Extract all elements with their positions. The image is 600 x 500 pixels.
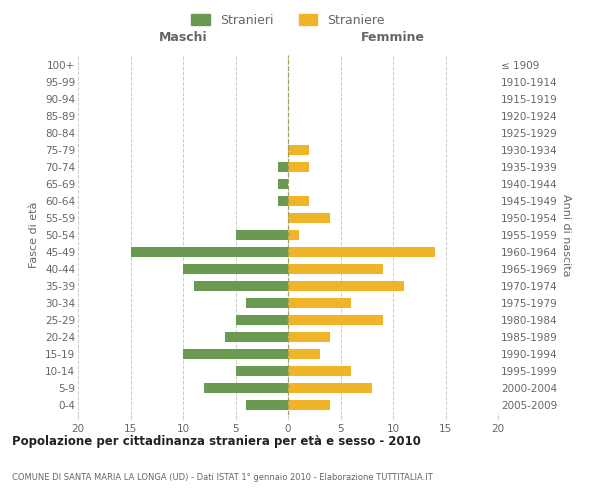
Bar (183, 348, 288, 359)
Bar (288, 246, 435, 257)
Bar (288, 298, 351, 308)
Bar (288, 332, 330, 342)
Bar (288, 382, 372, 393)
Bar (235, 314, 288, 325)
Bar (130, 246, 288, 257)
Bar (235, 230, 288, 240)
Bar (288, 162, 309, 172)
Bar (288, 230, 299, 240)
Text: Popolazione per cittadinanza straniera per età e sesso - 2010: Popolazione per cittadinanza straniera p… (12, 435, 421, 448)
Bar (225, 332, 288, 342)
Bar (288, 264, 383, 274)
Bar (246, 400, 288, 410)
Text: COMUNE DI SANTA MARIA LA LONGA (UD) - Dati ISTAT 1° gennaio 2010 - Elaborazione : COMUNE DI SANTA MARIA LA LONGA (UD) - Da… (12, 472, 433, 482)
Bar (288, 196, 309, 206)
Bar (204, 382, 288, 393)
Bar (183, 264, 288, 274)
Bar (193, 280, 288, 291)
Text: Femmine: Femmine (361, 31, 425, 44)
Y-axis label: Anni di nascita: Anni di nascita (562, 194, 571, 276)
Bar (288, 400, 330, 410)
Bar (235, 366, 288, 376)
Bar (288, 145, 309, 156)
Bar (277, 162, 288, 172)
Bar (288, 348, 320, 359)
Bar (288, 280, 404, 291)
Bar (277, 179, 288, 190)
Bar (288, 213, 330, 224)
Bar (246, 298, 288, 308)
Legend: Stranieri, Straniere: Stranieri, Straniere (186, 8, 390, 32)
Bar (288, 314, 383, 325)
Y-axis label: Fasce di età: Fasce di età (29, 202, 40, 268)
Bar (288, 366, 351, 376)
Text: Maschi: Maschi (158, 31, 208, 44)
Bar (277, 196, 288, 206)
